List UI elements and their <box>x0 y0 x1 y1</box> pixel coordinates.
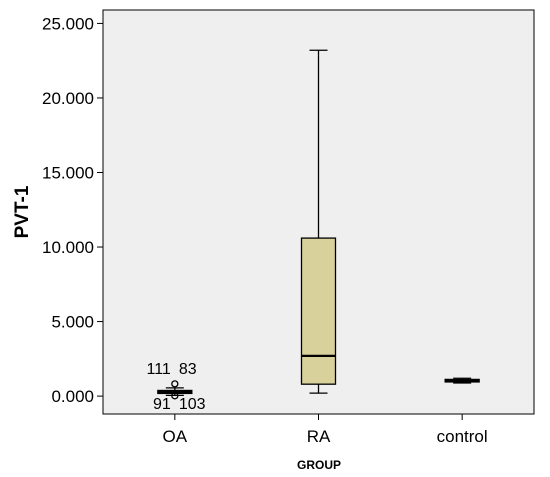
y-axis-title: PVT-1 <box>12 185 33 238</box>
y-tick-label: 5.000 <box>51 313 94 332</box>
y-tick-label: 15.000 <box>42 163 94 182</box>
box-RA <box>300 237 337 385</box>
y-tick-label: 20.000 <box>42 89 94 108</box>
outlier-label: 83 <box>179 361 197 378</box>
y-tick-label: 0.000 <box>51 387 94 406</box>
x-tick-label: OA <box>163 427 188 446</box>
y-tick-label: 25.000 <box>42 14 94 33</box>
y-axis: 0.000 5.000 10.000 15.000 20.000 25.000 <box>42 14 103 406</box>
y-tick-label: 10.000 <box>42 238 94 257</box>
outlier-point <box>171 380 179 388</box>
outlier-point <box>171 392 179 400</box>
x-axis: OA RA control <box>163 414 488 446</box>
outlier-label: 103 <box>179 396 206 413</box>
boxes <box>157 49 480 397</box>
x-axis-title: GROUP <box>297 458 341 472</box>
x-tick-label: control <box>437 427 488 446</box>
outlier-label: 111 <box>147 361 171 378</box>
x-tick-label: RA <box>307 427 331 446</box>
outlier-label: 91 <box>153 396 171 413</box>
outliers: 111 83 91 103 <box>147 361 206 413</box>
